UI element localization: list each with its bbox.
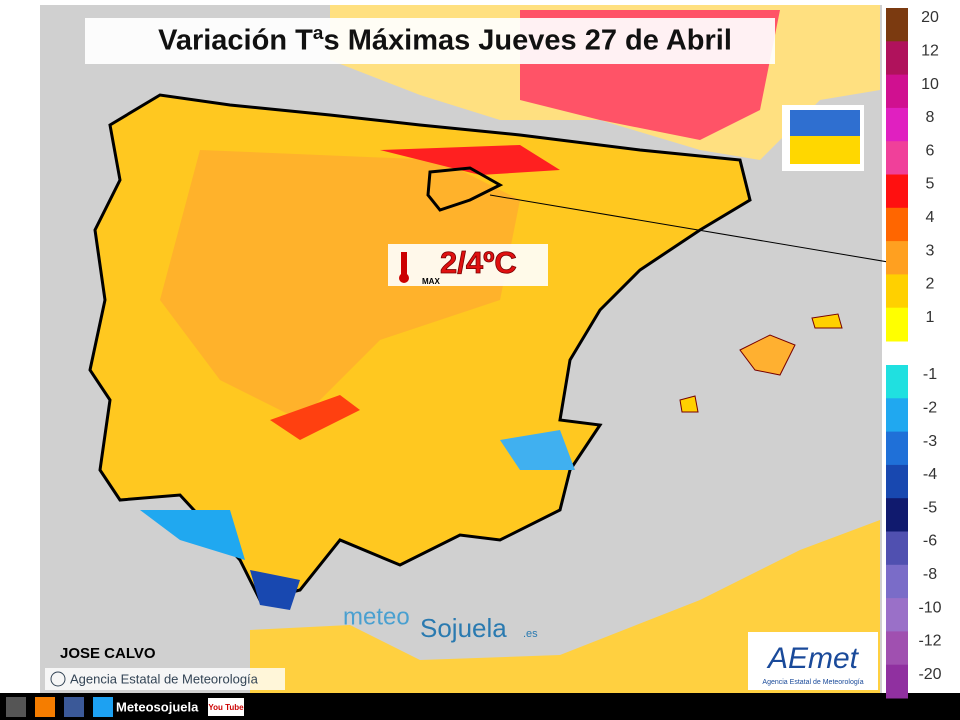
annotation-box <box>388 244 548 286</box>
legend-label: -10 <box>918 599 941 616</box>
icon[interactable] <box>6 697 26 717</box>
legend-swatch <box>886 398 908 433</box>
legend-label: 10 <box>921 76 939 93</box>
legend-swatch <box>886 598 908 632</box>
cold-spot <box>500 430 575 470</box>
legend-label: -4 <box>923 466 937 483</box>
source: Agencia Estatal de Meteorología <box>70 671 259 686</box>
flag <box>790 136 860 164</box>
legend-swatch <box>886 207 908 242</box>
copyright-icon <box>50 671 66 687</box>
youtube: You Tube <box>208 703 244 712</box>
legend-label: -2 <box>923 400 937 417</box>
island <box>739 334 796 376</box>
legend-swatch <box>886 74 908 109</box>
legend-label: -6 <box>923 533 937 550</box>
legend-label: 12 <box>921 43 939 60</box>
source-box <box>45 668 285 690</box>
legend-label: -3 <box>923 433 937 450</box>
legend-swatch <box>886 141 908 175</box>
logo-subtitle: Agencia Estatal de Meteorología <box>762 679 863 686</box>
legend-label: 5 <box>926 176 935 193</box>
pointer-line <box>489 194 907 266</box>
title: Variación Tªs Máximas Jueves 27 de Abril <box>158 25 732 57</box>
cold-spot <box>140 510 245 560</box>
legend-label: -8 <box>923 566 937 583</box>
author: JOSE CALVO <box>60 645 156 662</box>
legend-label: 4 <box>926 209 935 226</box>
hot-spot <box>270 395 360 440</box>
watermark: Sojuela <box>420 613 507 643</box>
legend-swatch <box>886 564 908 599</box>
legend-swatch <box>886 365 908 399</box>
icon-label: MAX <box>422 277 440 286</box>
legend-swatch <box>886 241 908 275</box>
logo: AEmet <box>766 642 860 675</box>
legend-swatch <box>886 498 908 532</box>
island <box>679 395 699 413</box>
title-box <box>85 18 775 64</box>
legend-swatch <box>886 431 908 466</box>
legend: 20 12 10 8 6 5 4 3 2 1 -1 -2 -3 -4 -5 -6 -8 -10 -12 -20 <box>886 8 942 699</box>
legend-swatch <box>886 664 908 699</box>
icon[interactable] <box>93 697 113 717</box>
legend-label: 3 <box>926 242 935 259</box>
thermo-icon <box>399 273 409 283</box>
legend-swatch <box>886 307 908 342</box>
legend-label: -1 <box>923 366 937 383</box>
legend-swatch <box>886 174 908 209</box>
legend-swatch <box>886 107 908 142</box>
legend-swatch <box>886 274 908 309</box>
legend-label: 1 <box>926 309 935 326</box>
legend-label: 8 <box>926 109 935 126</box>
handle: Meteosojuela <box>116 699 199 714</box>
legend-swatch <box>886 8 908 42</box>
watermark: .es <box>523 628 538 640</box>
footer-bar <box>0 693 960 720</box>
island <box>811 313 843 329</box>
legend-swatch <box>886 464 908 499</box>
cold-spot <box>250 570 300 610</box>
warm-zone <box>160 150 520 420</box>
flag <box>790 110 860 136</box>
watermark: meteo <box>343 603 410 630</box>
youtube-box[interactable] <box>208 698 244 716</box>
africa <box>250 520 880 693</box>
legend-swatch <box>886 631 908 666</box>
legend-label: 20 <box>921 9 939 26</box>
legend-label: -5 <box>923 499 937 516</box>
legend-swatch <box>886 41 908 76</box>
legend-label: 2 <box>926 276 935 293</box>
logo-box <box>748 632 878 690</box>
legend-label: -20 <box>918 666 941 683</box>
icon[interactable] <box>64 697 84 717</box>
legend-swatch <box>886 531 908 566</box>
icon[interactable] <box>35 697 55 717</box>
region-outline <box>426 166 504 212</box>
legend-label: 6 <box>926 142 935 159</box>
hot-spot <box>380 145 560 175</box>
annotation-value: 2/4ºC <box>440 245 517 280</box>
legend-label: -12 <box>918 633 941 650</box>
thermo-icon <box>401 252 407 276</box>
